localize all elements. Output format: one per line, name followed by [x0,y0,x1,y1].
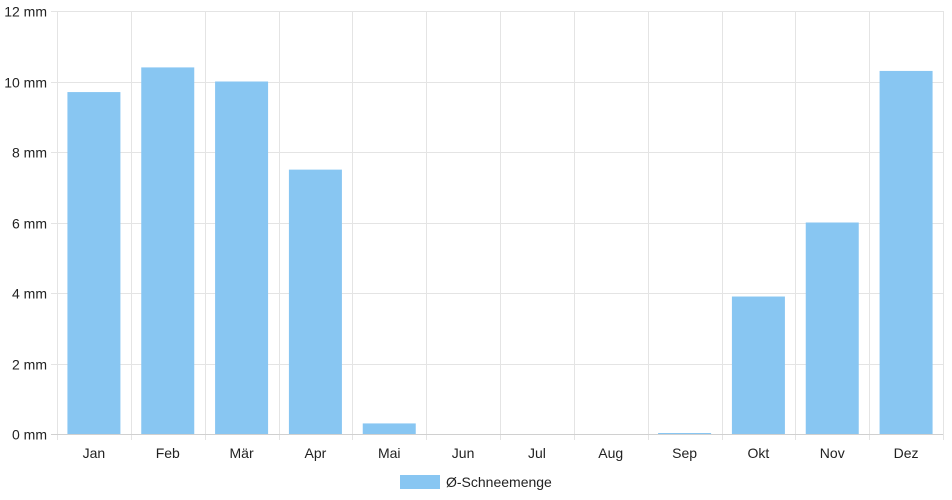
x-tick-label: Sep [672,445,697,461]
bar-dez [879,70,933,435]
legend-swatch [400,475,440,489]
legend[interactable]: Ø-Schneemenge [400,474,552,490]
grid [51,11,944,440]
axes: 0 mm 2 mm 4 mm 6 mm 8 mm 10 mm 12 mm Jan Feb Mär A… [4,4,943,461]
x-tick-label: Nov [820,445,845,461]
bar-mär [215,81,269,434]
bar-okt [731,296,785,434]
y-tick-label: 0 mm [12,427,47,443]
legend-label: Ø-Schneemenge [446,474,552,490]
bar-nov [805,222,859,434]
y-tick-label: 6 mm [12,216,47,232]
x-tick-label: Okt [748,445,770,461]
x-tick-label: Mai [378,445,401,461]
x-tick-label: Mär [230,445,254,461]
y-tick-label: 4 mm [12,286,47,302]
bar-feb [141,67,195,435]
y-tick-label: 2 mm [12,357,47,373]
bars [67,67,933,435]
y-tick-label: 8 mm [12,145,47,161]
x-tick-label: Dez [894,445,919,461]
bar-mai [362,423,416,434]
y-tick-label: 12 mm [4,4,47,20]
x-tick-label: Jan [83,445,106,461]
bar-apr [288,169,342,434]
y-tick-label: 10 mm [4,75,47,91]
x-tick-label: Feb [156,445,180,461]
bar-jan [67,92,121,434]
x-tick-label: Jul [528,445,546,461]
bar-sep [658,433,712,434]
x-tick-label: Apr [305,445,327,461]
x-tick-label: Jun [452,445,475,461]
x-tick-label: Aug [598,445,623,461]
